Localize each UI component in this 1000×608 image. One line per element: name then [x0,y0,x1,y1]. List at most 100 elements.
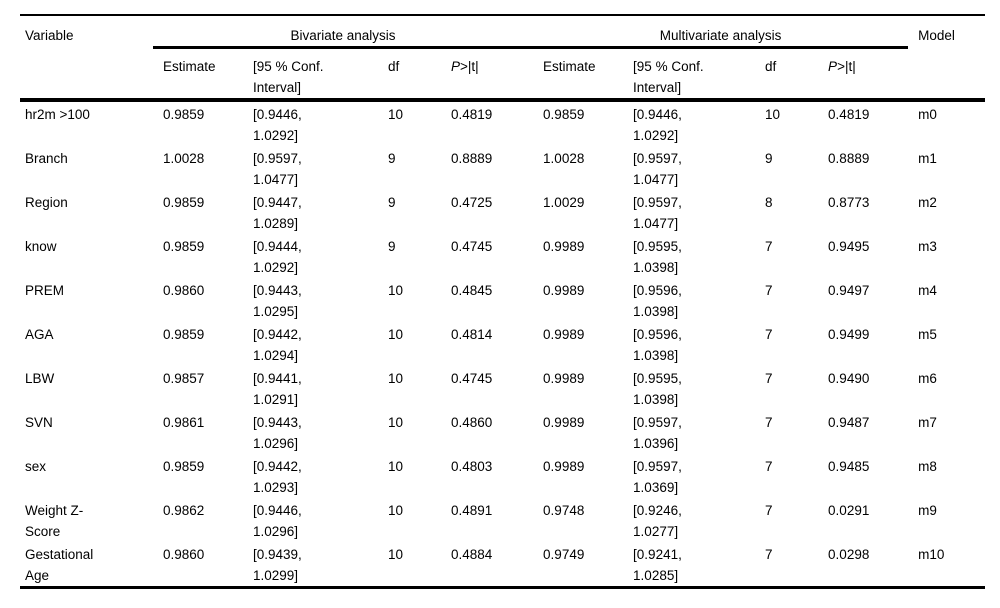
cell-model: m8 [918,459,937,474]
cell-multi-p: 0.9499 [828,327,870,342]
table-body: hr2m >100 0.9859 [0.9446, 1.0292] 10 0.4819 0.… [20,100,985,588]
cell-model: m4 [918,283,937,298]
cell-biv-ci: [0.9443, 1.0296] [253,415,302,451]
column-header-biv-df: df [378,47,441,102]
cell-multi-estimate: 0.9748 [543,503,585,518]
column-group-bivariate: Bivariate analysis [153,15,534,49]
cell-multi-df: 9 [765,151,773,166]
column-header-multi-p: P>|t| [818,47,909,102]
column-header-biv-ci: [95 % Conf. Interval] [243,47,378,102]
cell-multi-estimate: 0.9989 [543,327,585,342]
cell-biv-estimate: 0.9860 [163,283,205,298]
ci-header-line1: [95 % Conf. [633,59,704,74]
cell-biv-df: 10 [388,107,404,122]
cell-biv-df: 9 [388,151,396,166]
cell-biv-p: 0.4860 [451,415,493,430]
cell-model: m5 [918,327,937,342]
cell-biv-ci: [0.9441, 1.0291] [253,371,302,407]
header-group-row: Variable Bivariate analysis Multivariate… [20,15,985,49]
cell-biv-p: 0.4819 [451,107,493,122]
cell-biv-estimate: 0.9859 [163,327,205,342]
column-subheader-empty [908,47,986,102]
column-header-biv-p: P>|t| [441,47,534,102]
cell-biv-estimate: 0.9859 [163,459,205,474]
cell-multi-estimate: 0.9859 [543,107,585,122]
cell-multi-p: 0.0298 [828,547,870,562]
cell-multi-df: 10 [765,107,781,122]
header-sub-row: Estimate [95 % Conf. Interval] df P>|t| … [20,47,986,102]
table-row: SVN 0.9861 [0.9443, 1.0296] 10 0.4860 0.9989 [0… [20,410,985,454]
cell-biv-ci: [0.9444, 1.0292] [253,239,302,275]
p-condition: >|t| [837,59,856,74]
cell-variable: PREM [25,283,65,298]
cell-biv-df: 10 [388,415,404,430]
table-row: PREM 0.9860 [0.9443, 1.0295] 10 0.4845 0.9989 [… [20,278,985,322]
cell-multi-ci: [0.9596, 1.0398] [633,283,682,319]
cell-biv-p: 0.4803 [451,459,493,474]
cell-multi-ci: [0.9597, 1.0477] [633,195,682,231]
cell-biv-p: 0.8889 [451,151,493,166]
cell-biv-estimate: 0.9859 [163,239,205,254]
cell-variable: SVN [25,415,53,430]
cell-multi-df: 7 [765,327,773,342]
table-header: Variable Bivariate analysis Multivariate… [20,15,986,102]
column-header-biv-estimate: Estimate [153,47,243,102]
cell-variable: sex [25,459,47,474]
cell-variable: Gestational Age [25,547,94,583]
cell-variable: Weight Z- Score [25,503,84,539]
cell-variable: hr2m >100 [25,107,90,122]
cell-multi-p: 0.9487 [828,415,870,430]
ci-header-line2: Interval] [633,80,682,95]
cell-multi-estimate: 0.9989 [543,459,585,474]
cell-multi-p: 0.9495 [828,239,870,254]
cell-multi-p: 0.9490 [828,371,870,386]
ci-header-line2: Interval] [253,80,302,95]
cell-multi-ci: [0.9597, 1.0369] [633,459,682,495]
cell-model: m2 [918,195,937,210]
cell-multi-ci: [0.9597, 1.0477] [633,151,682,187]
cell-multi-estimate: 0.9749 [543,547,585,562]
cell-multi-estimate: 0.9989 [543,415,585,430]
cell-multi-df: 7 [765,459,773,474]
cell-biv-estimate: 0.9862 [163,503,205,518]
cell-biv-df: 10 [388,547,404,562]
column-header-model: Model [918,28,955,43]
cell-biv-ci: [0.9446, 1.0296] [253,503,302,539]
cell-multi-ci: [0.9446, 1.0292] [633,107,682,143]
cell-model: m9 [918,503,937,518]
cell-biv-p: 0.4884 [451,547,493,562]
cell-biv-p: 0.4725 [451,195,493,210]
cell-biv-ci: [0.9443, 1.0295] [253,283,302,319]
cell-multi-estimate: 0.9989 [543,371,585,386]
cell-multi-estimate: 0.9989 [543,239,585,254]
cell-multi-estimate: 0.9989 [543,283,585,298]
cell-multi-ci: [0.9597, 1.0396] [633,415,682,451]
p-condition: >|t| [460,59,479,74]
table-row: Weight Z- Score 0.9862 [0.9446, 1.0296] 10 0.4… [20,498,985,542]
table-row: Region 0.9859 [0.9447, 1.0289] 9 0.4725 1.0029… [20,190,985,234]
cell-biv-ci: [0.9447, 1.0289] [253,195,302,231]
cell-biv-ci: [0.9442, 1.0293] [253,459,302,495]
cell-biv-ci: [0.9446, 1.0292] [253,107,302,143]
cell-variable: AGA [25,327,54,342]
cell-variable: know [25,239,57,254]
cell-multi-ci: [0.9241, 1.0285] [633,547,682,583]
cell-biv-p: 0.4814 [451,327,493,342]
cell-biv-df: 10 [388,503,404,518]
cell-multi-df: 7 [765,371,773,386]
table-row: know 0.9859 [0.9444, 1.0292] 9 0.4745 0.9989 [0… [20,234,985,278]
table-row: AGA 0.9859 [0.9442, 1.0294] 10 0.4814 0.9989 [0… [20,322,985,366]
cell-model: m6 [918,371,937,386]
cell-biv-p: 0.4845 [451,283,493,298]
cell-biv-estimate: 1.0028 [163,151,205,166]
cell-multi-estimate: 1.0029 [543,195,585,210]
column-group-multivariate: Multivariate analysis [533,15,909,49]
cell-model: m7 [918,415,937,430]
p-symbol: P [451,59,461,74]
cell-multi-df: 7 [765,283,773,298]
cell-biv-estimate: 0.9857 [163,371,205,386]
cell-multi-df: 7 [765,415,773,430]
cell-multi-df: 8 [765,195,773,210]
cell-biv-df: 10 [388,371,404,386]
